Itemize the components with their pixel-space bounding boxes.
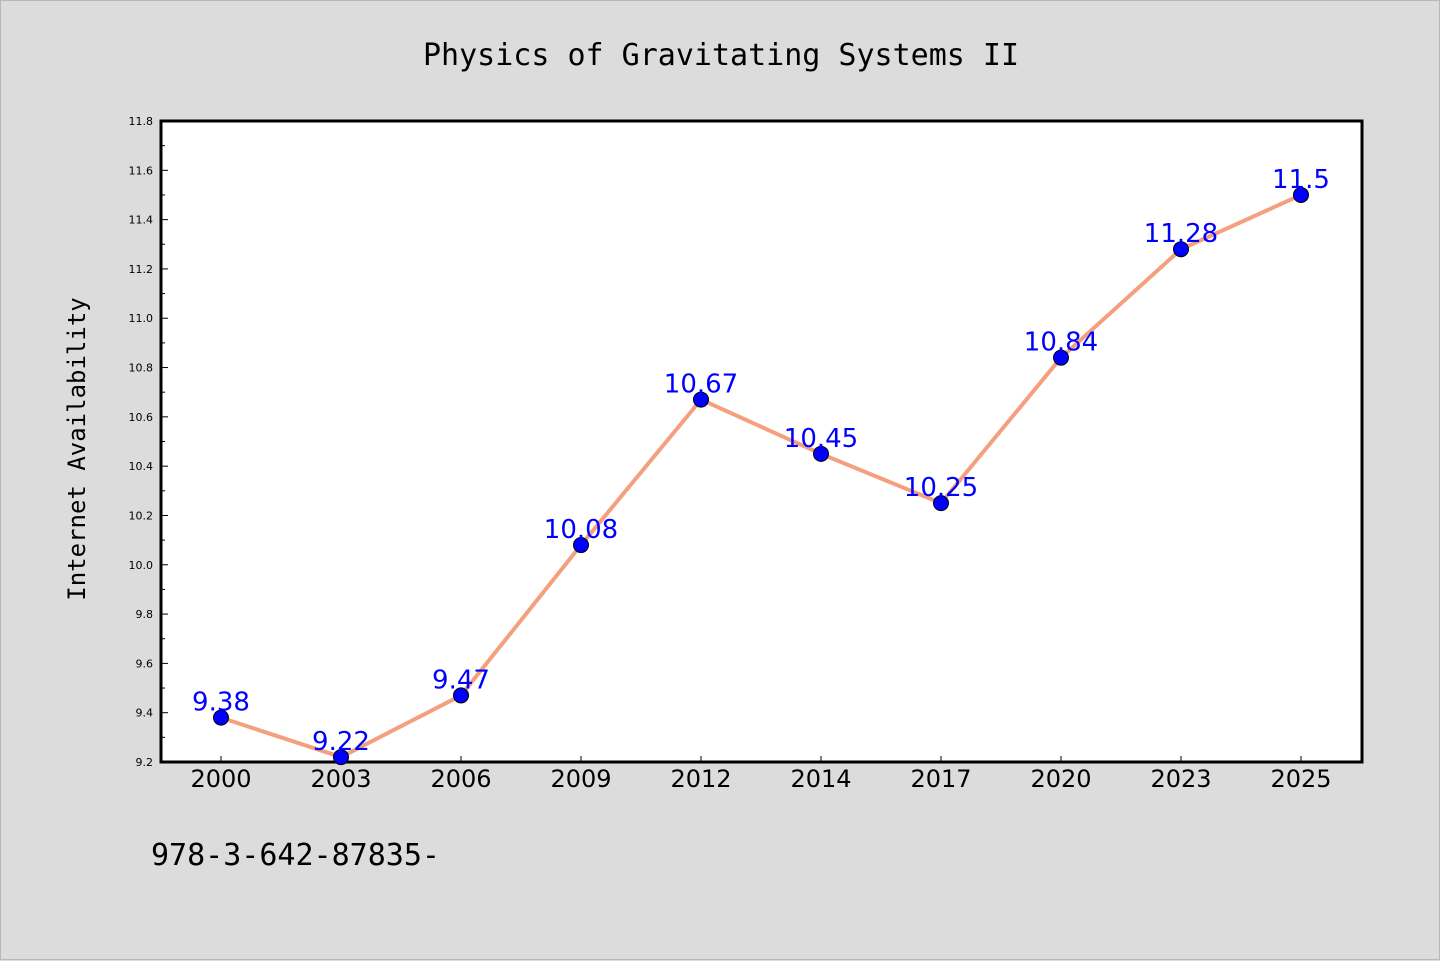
- y-axis: 9.2 9.4 9.6 9.8 10.0 10.2 10.4 10.6 10.8 11.0 11.2…: [129, 115, 168, 769]
- y-tick-label: 11.0: [129, 312, 154, 325]
- x-tick-label: 2012: [670, 765, 731, 793]
- series-line-group: [219, 192, 1303, 760]
- data-label: 9.22: [312, 727, 370, 757]
- data-point-marker: [933, 495, 949, 512]
- data-label: 10.84: [1024, 328, 1098, 358]
- y-tick-label: 11.4: [129, 214, 154, 227]
- x-tick-label: 2009: [550, 765, 611, 793]
- x-tick-label: 2020: [1030, 765, 1091, 793]
- data-point-marker: [573, 537, 589, 554]
- footer-isbn-text: 978-3-642-87835-: [151, 838, 440, 873]
- data-label: 9.47: [432, 665, 490, 695]
- y-axis-label: Internet Availability: [63, 297, 91, 600]
- chart-title: Physics of Gravitating Systems II: [423, 38, 1019, 73]
- data-point-marker: [1293, 186, 1309, 203]
- data-label: 11.28: [1144, 219, 1218, 249]
- data-labels: 9.38 9.22 9.47 10.08 10.67 10.45 10.25 10.84 11.…: [192, 165, 1330, 757]
- data-point-marker: [813, 445, 829, 462]
- x-tick-label: 2017: [910, 765, 971, 793]
- y-tick-label: 10.8: [129, 362, 154, 375]
- y-tick-label: 9.2: [136, 756, 154, 769]
- data-label: 10.08: [544, 515, 618, 545]
- series-line: [219, 192, 1303, 760]
- series-markers: [213, 186, 1309, 766]
- data-label: 11.5: [1272, 165, 1330, 195]
- y-tick-label: 10.0: [129, 559, 154, 572]
- data-label: 10.45: [784, 424, 858, 454]
- y-tick-label: 9.4: [136, 707, 154, 720]
- data-point-marker: [213, 709, 229, 726]
- y-tick-label: 9.8: [136, 608, 154, 621]
- y-tick-label: 10.2: [129, 509, 154, 522]
- x-tick-label: 2023: [1150, 765, 1211, 793]
- data-label: 10.25: [904, 473, 978, 503]
- y-tick-label: 10.6: [129, 411, 154, 424]
- data-point-marker: [693, 391, 709, 408]
- data-point-marker: [1173, 241, 1189, 258]
- x-tick-label: 2025: [1270, 765, 1331, 793]
- data-label: 9.38: [192, 688, 250, 718]
- data-point-marker: [453, 687, 469, 704]
- plot-area: [159, 119, 1364, 764]
- data-point-marker: [333, 749, 349, 766]
- data-point-marker: [1053, 349, 1069, 366]
- y-tick-label: 11.6: [129, 164, 154, 177]
- y-tick-label: 11.8: [129, 115, 154, 128]
- y-tick-label: 10.4: [129, 460, 154, 473]
- x-tick-label: 2000: [190, 765, 251, 793]
- x-tick-label: 2006: [430, 765, 491, 793]
- y-tick-label: 11.2: [129, 263, 154, 276]
- x-tick-label: 2014: [790, 765, 851, 793]
- x-tick-label: 2003: [310, 765, 371, 793]
- x-axis: 2000 2003 2006 2009 2012 2014 2017 2020 2023 2025: [190, 756, 1332, 793]
- y-tick-label: 9.6: [136, 657, 154, 670]
- data-label: 10.67: [664, 370, 738, 400]
